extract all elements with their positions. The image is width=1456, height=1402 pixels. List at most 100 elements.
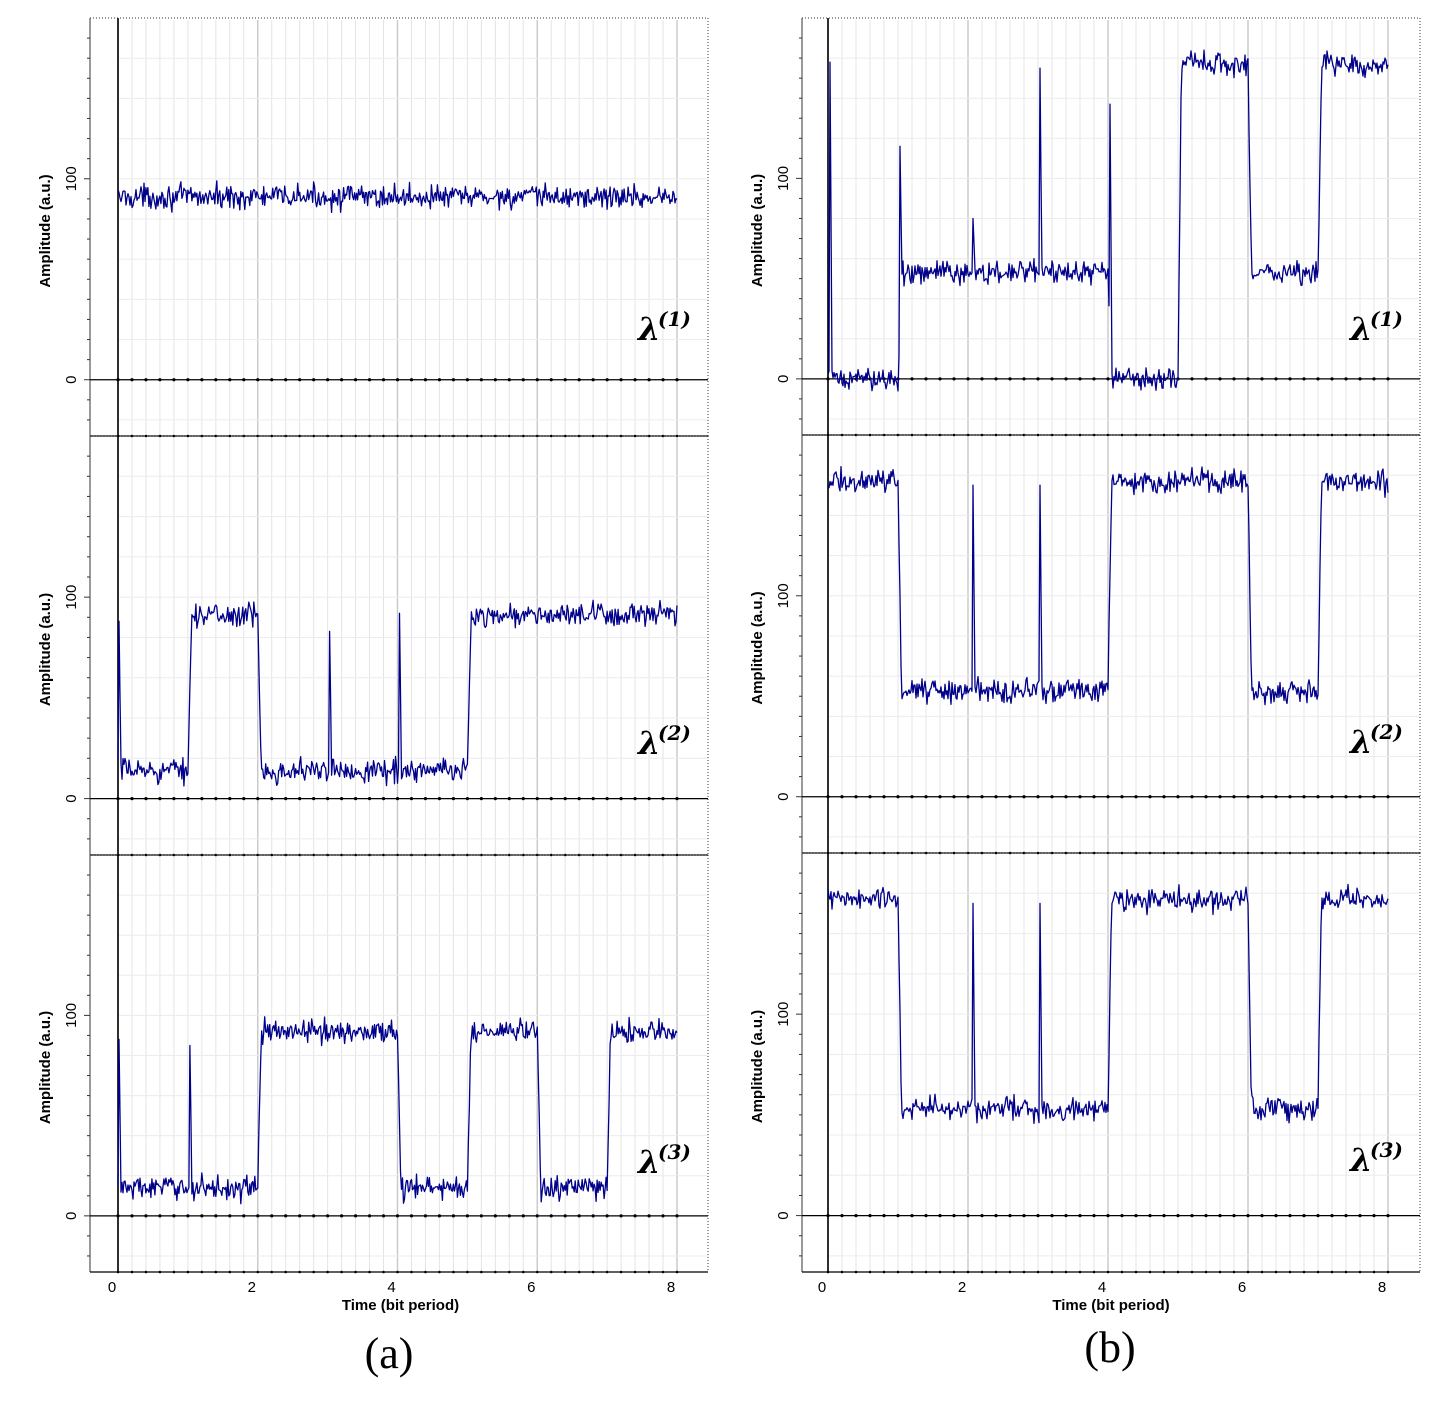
zero-line-dot [980, 377, 984, 381]
zero-line-dot [1022, 377, 1026, 381]
y-tick-label: 0 [63, 376, 80, 384]
zero-line-dot [312, 1214, 316, 1218]
zero-line-dot [1162, 1213, 1166, 1218]
zero-line-dot [1064, 1213, 1068, 1218]
zero-line-dot [340, 1214, 344, 1218]
zero-line-dot [479, 1214, 483, 1218]
zero-line-dot [242, 1214, 246, 1218]
zero-line-dot [605, 796, 609, 801]
series-line [827, 49, 1389, 392]
zero-line-dot [1344, 377, 1348, 381]
zero-line-dot [423, 796, 428, 801]
zero-line-dot [353, 1214, 358, 1218]
series-label-superscript: (1) [658, 307, 691, 331]
series-label-superscript: (3) [1370, 1138, 1403, 1162]
zero-line-dot [1358, 795, 1362, 799]
zero-line-dot [256, 1214, 260, 1218]
zero-line-dot [1204, 795, 1208, 799]
zero-line-dot [1106, 1213, 1110, 1218]
zero-line-dot [326, 1214, 330, 1218]
zero-line-dot [1372, 377, 1376, 381]
zero-line-dot [284, 1214, 288, 1218]
zero-line-dot [1302, 377, 1306, 381]
zero-line-dot [242, 378, 246, 382]
zero-line-dot [1344, 795, 1348, 799]
zero-line-dot [1288, 377, 1292, 381]
zero-line-dot [1358, 377, 1362, 381]
zero-line-dot [200, 1214, 204, 1218]
zero-line-dot [381, 796, 386, 801]
zero-line-dot [1386, 377, 1390, 381]
zero-line-dot [521, 796, 525, 801]
series-label-superscript: (2) [658, 721, 691, 745]
zero-line-dot [633, 1214, 637, 1218]
subplot-4: 0 100 Amplitude (a.u.) λ(1) [749, 17, 1421, 437]
series-label-superscript: (1) [1370, 307, 1403, 331]
y-tick-label: 100 [63, 1003, 80, 1028]
zero-line-dot [910, 795, 914, 799]
zero-line-dot [910, 1213, 914, 1218]
zero-line-dot [1078, 795, 1082, 799]
zero-line-dot [1022, 795, 1026, 799]
plot-frame [89, 17, 709, 437]
zero-line-dot [465, 378, 469, 382]
zero-line-dot [535, 796, 539, 801]
zero-line-dot [868, 1213, 872, 1218]
zero-line-dot [1316, 377, 1320, 381]
zero-line-dot [451, 378, 455, 382]
x-tick-label: 2 [958, 1279, 966, 1296]
zero-line-dot [172, 796, 176, 801]
x-tick-label: 6 [527, 1279, 535, 1296]
zero-line-dot [326, 796, 330, 801]
zero-line-dot [437, 378, 442, 382]
zero-line-dot [619, 1214, 623, 1218]
zero-line-dot [298, 1214, 302, 1218]
subplot-5: 0 100 Amplitude (a.u.) λ(2) [749, 434, 1421, 855]
zero-line-dot [994, 377, 998, 381]
zero-line-dot [1260, 1213, 1264, 1218]
zero-line-dot [924, 795, 928, 799]
zero-line-dot [952, 377, 956, 381]
zero-line-dot [1274, 377, 1278, 381]
zero-line-dot [1260, 377, 1264, 381]
zero-line-dot [172, 378, 176, 382]
zero-line-dot [1078, 1213, 1082, 1218]
zero-line-dot [1330, 795, 1334, 799]
zero-line-dot [633, 378, 637, 382]
zero-line-dot [535, 378, 539, 382]
zero-line-dot [326, 378, 330, 382]
zero-line-dot [228, 1214, 232, 1218]
series-line [827, 466, 1389, 706]
zero-line-dot [1050, 1213, 1054, 1218]
x-tick-label: 6 [1238, 1279, 1246, 1296]
zero-line-dot [966, 377, 970, 381]
x-axis-title: Time (bit period) [342, 1297, 459, 1314]
zero-line-dot [1064, 795, 1068, 799]
zero-line-dot [1302, 795, 1306, 799]
zero-line-dot [619, 796, 623, 801]
zero-line-dot [952, 795, 956, 799]
zero-line-dot [1078, 377, 1082, 381]
zero-line-dot [1302, 1213, 1306, 1218]
zero-line-dot [549, 1214, 553, 1218]
zero-line-dot [130, 1214, 134, 1218]
zero-line-dot [465, 796, 469, 801]
zero-line-dot [423, 378, 428, 382]
zero-line-dot [381, 1214, 386, 1218]
y-axis-title: Amplitude (a.u.) [749, 1010, 766, 1123]
zero-line-dot [1008, 377, 1012, 381]
zero-line-dot [130, 796, 134, 801]
zero-line-dot [395, 796, 400, 801]
zero-line-dot [451, 1214, 455, 1218]
zero-line-dot [144, 796, 148, 801]
zero-line-dot [605, 1214, 609, 1218]
zero-line-dot [647, 796, 651, 801]
zero-line-dot [882, 795, 886, 799]
zero-line-dot [591, 378, 595, 382]
zero-line-dot [228, 378, 232, 382]
zero-line-dot [158, 1214, 162, 1218]
zero-line-dot [340, 378, 344, 382]
zero-line-dot [577, 378, 581, 382]
zero-line-dot [577, 796, 581, 801]
zero-line-dot [549, 796, 553, 801]
